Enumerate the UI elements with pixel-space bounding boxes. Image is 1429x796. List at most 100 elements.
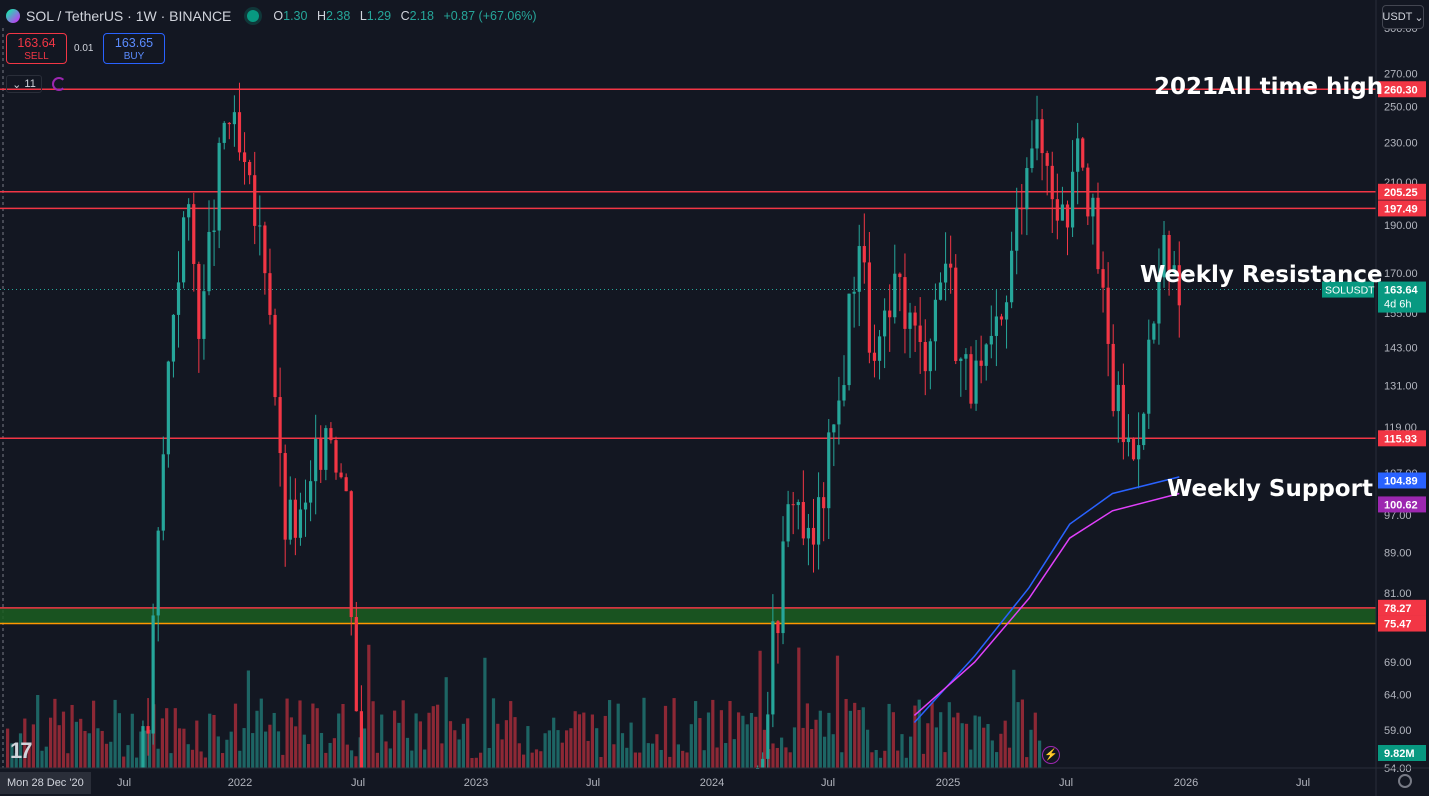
volume-bar	[307, 744, 311, 768]
volume-bar	[156, 748, 160, 768]
volume-bar	[861, 707, 865, 768]
volume-bar	[152, 704, 156, 768]
volume-bar	[792, 727, 797, 768]
candle-body	[258, 225, 262, 227]
level-price-tag	[1378, 599, 1426, 616]
candle-body	[949, 263, 953, 268]
tradingview-logo-icon[interactable]: 17	[10, 738, 33, 763]
volume-bar	[569, 728, 573, 768]
gear-icon[interactable]	[1398, 774, 1412, 788]
candle-body	[248, 161, 252, 176]
volume-bar	[208, 713, 212, 768]
candle-body	[1116, 384, 1120, 412]
symbol-price-tag	[1322, 281, 1374, 298]
volume-bar	[999, 733, 1003, 768]
volume-bar	[509, 701, 513, 768]
candle-body	[796, 502, 800, 506]
volume-bar	[909, 736, 913, 768]
candle-body	[888, 310, 892, 318]
candle-body	[303, 502, 308, 510]
volume-bar	[130, 713, 134, 768]
candle-body	[212, 230, 216, 232]
price-tick-label: 81.00	[1384, 588, 1412, 600]
candle-body	[182, 217, 186, 283]
resistance-annotation: Weekly Resistance	[1140, 262, 1383, 288]
volume-bar	[887, 703, 891, 768]
symbol-title[interactable]: SOL / TetherUS · 1W · BINANCE	[26, 8, 232, 24]
chevron-down-icon: ⌄	[12, 78, 22, 91]
volume-bar	[835, 655, 840, 768]
volume-bar	[745, 724, 749, 768]
volume-bar	[418, 721, 422, 768]
candle-body	[314, 438, 318, 482]
volume-bar	[70, 704, 74, 768]
volume-bar	[294, 726, 298, 768]
volume-bar	[27, 743, 31, 768]
buy-button[interactable]: 163.65 BUY	[103, 33, 165, 64]
ohlc-readout: O1.30 H2.38 L1.29 C2.18 +0.87 (+67.06%)	[273, 9, 542, 23]
candle-body	[786, 504, 790, 542]
candle-body	[324, 428, 328, 470]
volume-bar	[491, 698, 496, 768]
volume-bar	[96, 728, 100, 768]
candle-body	[908, 312, 912, 329]
volume-bar	[552, 717, 556, 768]
currency-label: USDT	[1382, 11, 1413, 23]
refresh-icon[interactable]	[52, 77, 66, 91]
time-tick-label: 2022	[228, 777, 252, 789]
volume-bar	[367, 644, 371, 768]
volume-bar	[49, 717, 53, 768]
ma-price-tag	[1378, 496, 1426, 513]
volume-bar	[350, 750, 354, 768]
volume-bar	[595, 728, 599, 768]
volume-bar	[337, 713, 341, 768]
volume-bar	[749, 712, 754, 768]
candle-body	[842, 385, 846, 401]
sell-button[interactable]: 163.64 SELL	[6, 33, 67, 64]
candle-body	[1040, 119, 1044, 154]
candle-body	[847, 293, 851, 386]
volume-bar	[53, 698, 57, 768]
indicators-toggle[interactable]: ⌄ 11	[6, 75, 42, 93]
candle-body	[883, 310, 887, 337]
candle-body	[1020, 207, 1024, 210]
volume-bar	[423, 749, 427, 768]
price-tick-label: 89.00	[1384, 547, 1412, 559]
volume-bar	[315, 708, 319, 768]
candle-body	[232, 112, 236, 125]
ath-annotation: 2021All time high	[1154, 74, 1384, 100]
currency-select[interactable]: USDT ⌄	[1382, 5, 1424, 29]
candle-body	[161, 454, 165, 531]
volume-bar	[79, 718, 83, 768]
candle-body	[166, 361, 170, 455]
volume-bar	[479, 752, 483, 768]
candle-body	[943, 263, 948, 283]
volume-bar	[487, 747, 491, 768]
flash-icon[interactable]: ⚡	[1042, 746, 1060, 764]
volume-bar	[147, 729, 152, 768]
volume-bar	[410, 750, 414, 768]
volume-bar	[453, 730, 457, 768]
chevron-down-icon: ⌄	[1414, 11, 1424, 24]
volume-bar	[896, 750, 900, 768]
ma-line-blue	[913, 476, 1180, 724]
volume-bar	[848, 710, 852, 768]
candle-body	[766, 714, 770, 759]
volume-bar	[758, 650, 762, 768]
volume-bar	[178, 728, 182, 768]
volume-bar	[995, 752, 999, 768]
volume-bar	[203, 757, 207, 768]
volume-bar	[590, 714, 594, 768]
volume-bar	[986, 724, 990, 768]
level-price-label: 115.93	[1384, 433, 1417, 445]
candle-body	[1060, 204, 1065, 221]
candle-body	[359, 711, 363, 768]
volume-bar	[913, 705, 917, 768]
volume-bar	[715, 747, 719, 768]
volume-bar	[719, 710, 723, 768]
volume-bar	[534, 749, 539, 768]
level-price-label: 78.27	[1384, 603, 1412, 615]
volume-bar	[608, 700, 612, 768]
volume-bar	[242, 728, 246, 768]
